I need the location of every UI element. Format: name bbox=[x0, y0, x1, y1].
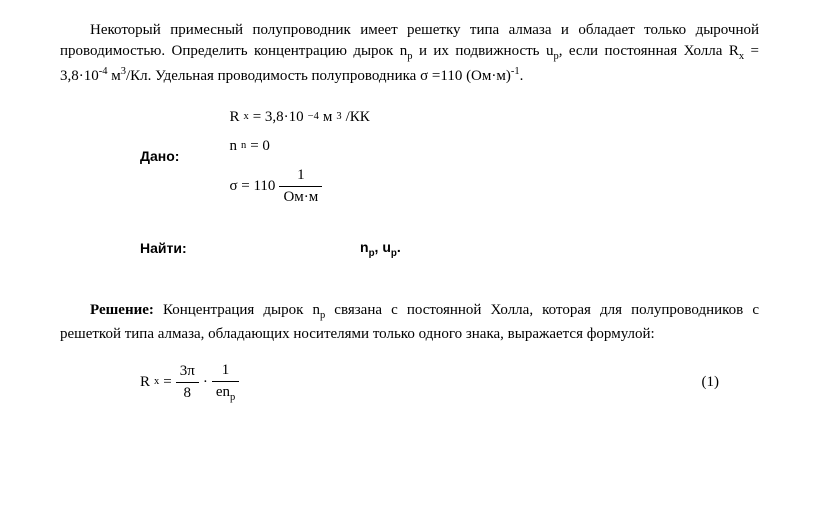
problem-text-7: . bbox=[520, 68, 524, 84]
formula-eq: = bbox=[163, 372, 171, 393]
find-dot: . bbox=[397, 239, 401, 255]
problem-statement: Некоторый примесный полупроводник имеет … bbox=[60, 20, 759, 87]
given-rx-symbol: R bbox=[229, 107, 239, 128]
given-nn-symbol: n bbox=[229, 136, 237, 157]
sup-minus4: -4 bbox=[99, 66, 108, 77]
given-sigma-frac: 1 Ом·м bbox=[279, 165, 322, 208]
sup-minus1: -1 bbox=[511, 66, 520, 77]
given-line-1: Rx = 3,8·10 −4 м3/КК bbox=[229, 107, 369, 128]
find-section: Найти: np, up. bbox=[60, 238, 759, 261]
given-sigma-den: Ом·м bbox=[279, 187, 322, 208]
given-rx-sub: x bbox=[243, 110, 248, 125]
given-nn-sub: n bbox=[241, 139, 246, 154]
problem-text-6: /Кл. Удельная проводимость полупроводник… bbox=[126, 68, 511, 84]
equation-number-1: (1) bbox=[702, 372, 760, 393]
given-sigma: σ = 110 bbox=[229, 176, 275, 197]
given-rx-unit1: м bbox=[323, 107, 333, 128]
given-rx-sup2: 3 bbox=[336, 110, 341, 125]
given-rx-unit2: /КК bbox=[346, 107, 370, 128]
formula-frac2-num: 1 bbox=[212, 360, 239, 382]
formula-rx-sub: x bbox=[154, 375, 159, 390]
formula-frac1-den: 8 bbox=[176, 383, 199, 404]
formula-frac-1: 3π 8 bbox=[176, 361, 199, 404]
formula-frac2-den-sub: p bbox=[230, 392, 235, 403]
find-up: , u bbox=[375, 239, 391, 255]
find-values: np, up. bbox=[360, 238, 401, 261]
find-label: Найти: bbox=[60, 239, 360, 259]
given-rx-eq: = 3,8·10 bbox=[253, 107, 304, 128]
given-label: Дано: bbox=[60, 147, 179, 167]
problem-text-3: , если постоянная Холла R bbox=[559, 43, 739, 59]
problem-text-2: и их подвижность u bbox=[413, 43, 554, 59]
formula-expression: Rx = 3π 8 · 1 enp bbox=[140, 360, 239, 406]
find-np: n bbox=[360, 239, 369, 255]
given-rx-sup1: −4 bbox=[308, 110, 319, 125]
solution-text-1: Концентрация дырок n bbox=[154, 302, 320, 318]
formula-1: Rx = 3π 8 · 1 enp (1) bbox=[60, 360, 759, 406]
formula-frac1-num: 3π bbox=[176, 361, 199, 383]
solution-paragraph: Решение: Концентрация дырок np связана с… bbox=[60, 300, 759, 345]
given-line-3: σ = 110 1 Ом·м bbox=[229, 165, 369, 208]
given-sigma-num: 1 bbox=[279, 165, 322, 187]
solution-label: Решение: bbox=[90, 302, 154, 318]
formula-frac2-den: enp bbox=[212, 382, 239, 406]
given-section: Дано: Rx = 3,8·10 −4 м3/КК nn = 0 σ = 110… bbox=[60, 107, 759, 208]
formula-mid: · bbox=[203, 372, 208, 393]
formula-frac-2: 1 enp bbox=[212, 360, 239, 406]
formula-rx: R bbox=[140, 372, 150, 393]
given-data: Rx = 3,8·10 −4 м3/КК nn = 0 σ = 110 1 Ом·… bbox=[229, 107, 369, 208]
formula-frac2-den-a: en bbox=[216, 384, 230, 400]
given-nn-eq: = 0 bbox=[250, 136, 270, 157]
problem-text-5: м bbox=[108, 68, 121, 84]
given-line-2: nn = 0 bbox=[229, 136, 369, 157]
